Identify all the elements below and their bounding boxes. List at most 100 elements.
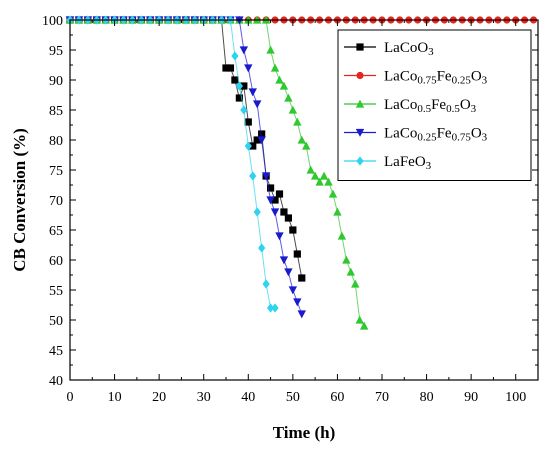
data-point <box>355 315 364 324</box>
data-point <box>266 303 275 313</box>
legend-label: LaCo0.25Fe0.75O3 <box>384 126 488 144</box>
data-point <box>253 136 261 144</box>
y-tick-label: 100 <box>42 14 63 29</box>
y-tick-label: 60 <box>49 254 63 269</box>
data-point <box>226 64 235 72</box>
data-point <box>293 298 302 307</box>
data-point <box>315 177 324 186</box>
data-point <box>275 75 284 84</box>
data-point <box>279 256 289 265</box>
x-tick-label: 90 <box>464 390 478 405</box>
data-point <box>261 172 271 181</box>
data-point <box>262 279 270 289</box>
legend-marker <box>356 156 364 166</box>
data-point <box>235 81 243 91</box>
y-tick-label: 50 <box>49 314 63 329</box>
data-point <box>351 279 360 288</box>
data-point <box>258 130 266 138</box>
series-line <box>70 19 365 327</box>
y-tick-label: 80 <box>49 134 63 149</box>
legend-entry-1: LaCo0.75Fe0.25O3 <box>344 69 488 87</box>
legend-entry-0: LaCoO3 <box>344 40 434 58</box>
legend-entry-3: LaCo0.25Fe0.75O3 <box>344 126 488 144</box>
data-point <box>244 64 253 73</box>
data-point <box>240 82 248 90</box>
data-point <box>275 232 284 241</box>
data-point <box>266 184 275 192</box>
x-tick-label: 40 <box>241 390 255 405</box>
x-tick-label: 100 <box>505 390 526 405</box>
data-point <box>231 51 239 61</box>
legend-marker <box>355 99 365 108</box>
y-tick-label: 75 <box>49 164 63 179</box>
y-tick-label: 45 <box>49 344 63 359</box>
y-tick-label: 85 <box>49 104 63 119</box>
series-3 <box>65 16 306 319</box>
data-point <box>310 171 320 180</box>
y-tick-label: 70 <box>49 194 63 209</box>
data-point <box>284 93 293 102</box>
data-point <box>319 171 329 180</box>
x-tick-label: 60 <box>330 390 344 405</box>
data-point <box>235 94 243 102</box>
legend: LaCoO3 LaCo0.75Fe0.25O3 LaCo0.5Fe0.5O3 LaCo… <box>337 29 532 181</box>
y-axis-title: CB Conversion (%) <box>10 128 29 272</box>
y-tick-label: 90 <box>49 74 63 89</box>
data-point <box>249 142 257 150</box>
data-point <box>222 64 230 72</box>
data-point <box>244 118 252 126</box>
data-point <box>231 76 239 84</box>
data-point <box>284 268 293 277</box>
series-2 <box>65 15 369 330</box>
series-line <box>70 19 303 315</box>
legend-entry-4: LaFeO3 <box>344 154 432 172</box>
y-tick-label: 40 <box>49 374 63 389</box>
x-axis-title: Time (h) <box>273 423 336 442</box>
data-point <box>266 196 275 205</box>
legend-marker <box>356 71 364 80</box>
data-point <box>297 310 306 319</box>
data-point <box>306 165 315 174</box>
data-point <box>248 88 257 97</box>
series-line <box>70 19 303 279</box>
legend-label: LaFeO3 <box>384 154 432 172</box>
data-point <box>253 207 261 217</box>
data-point <box>324 177 333 186</box>
data-point <box>342 255 351 264</box>
data-point <box>279 81 289 90</box>
data-point <box>249 171 257 181</box>
data-point <box>266 45 275 54</box>
data-point <box>271 196 279 204</box>
legend-marker <box>356 43 364 51</box>
x-tick-label: 80 <box>420 390 434 405</box>
y-tick-label: 95 <box>49 44 63 59</box>
data-point <box>359 321 369 330</box>
y-tick-label: 55 <box>49 284 63 299</box>
legend-label: LaCoO3 <box>384 40 434 58</box>
data-point <box>337 231 347 240</box>
data-point <box>240 105 248 115</box>
x-tick-label: 70 <box>375 390 389 405</box>
data-point <box>288 286 298 295</box>
legend-label: LaCo0.5Fe0.5O3 <box>384 97 477 115</box>
legend-label: LaCo0.75Fe0.25O3 <box>384 69 488 87</box>
series-0 <box>66 16 306 282</box>
legend-marker <box>355 128 365 137</box>
x-tick-label: 0 <box>67 390 74 405</box>
data-point <box>284 214 292 222</box>
data-point <box>293 250 301 258</box>
data-point <box>253 100 262 109</box>
x-tick-label: 10 <box>108 390 122 405</box>
data-point <box>257 136 266 145</box>
x-tick-label: 20 <box>152 390 166 405</box>
data-point <box>271 303 279 313</box>
axes: 0 10 20 30 40 50 60 70 80 90 100 40 45 50 55 60 65 70 75 80… <box>42 14 539 405</box>
y-tick-label: 65 <box>49 224 63 239</box>
data-point <box>244 141 252 151</box>
data-point <box>333 207 342 216</box>
data-point <box>270 63 280 72</box>
x-tick-label: 30 <box>197 390 211 405</box>
data-point <box>289 226 297 234</box>
